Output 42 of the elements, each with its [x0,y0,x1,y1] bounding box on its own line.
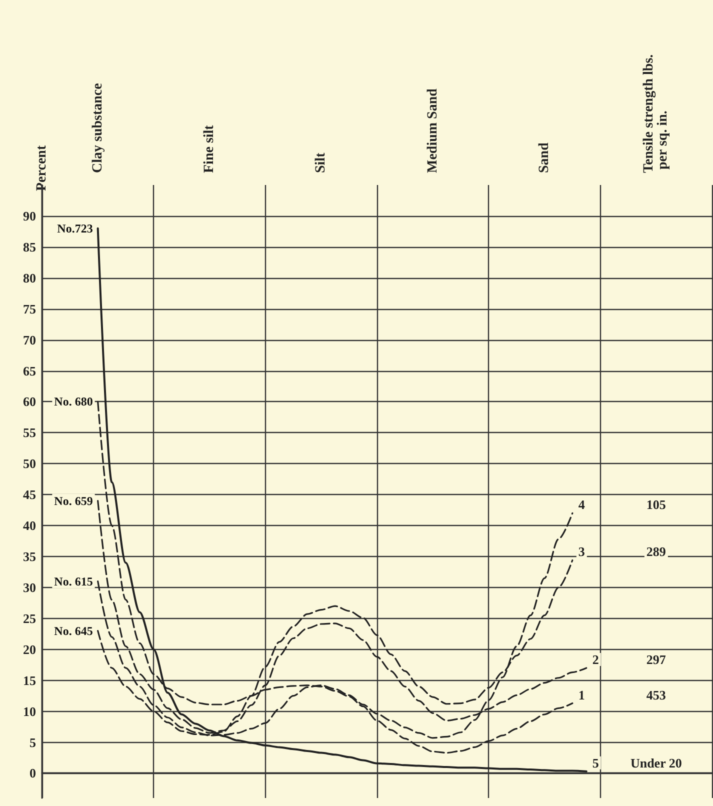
annotation: 453 [646,687,666,702]
y-tick-label: 15 [23,672,36,688]
y-axis-title: Percent [34,145,50,191]
series-label: No. 680 [54,394,93,409]
annotation: 289 [646,544,666,560]
y-tick-label: 10 [23,704,36,719]
y-tick-label: 80 [23,270,36,286]
y-tick-label: 5 [30,734,36,750]
annotation: 1 [578,687,585,702]
y-tick-label: 30 [23,580,36,595]
series-label: No. 659 [54,494,93,508]
x-tick-label: Sand [537,142,552,173]
y-tick-label: 60 [23,394,36,410]
x-tick-label: Fine silt [202,124,217,173]
y-tick-label: 65 [23,363,36,378]
y-tick-label: 40 [23,518,36,534]
annotation: 3 [578,544,586,560]
y-tick-label: 50 [23,456,36,472]
y-tick-label: 25 [23,610,36,626]
y-tick-label: 85 [23,239,36,254]
y-tick-label: 35 [23,549,36,564]
y-tick-label: 75 [23,301,36,316]
y-tick-label: 0 [30,766,36,781]
series-label: No. 645 [54,624,93,638]
line-series [96,227,588,772]
y-tick-label: 90 [23,208,36,224]
y-tick-label: 20 [23,642,36,657]
annotation: 105 [646,497,666,512]
series-label: No.723 [57,221,93,236]
annotation: 5 [592,755,600,770]
x-tick-label: Silt [314,152,329,173]
x-tick-label: Tensile strength lbs. per sq. in. [642,54,671,173]
annotation: 4 [578,497,586,512]
x-tick-label: Medium Sand [425,88,440,173]
x-tick-label: Clay substance [90,83,106,173]
y-tick-label: 70 [23,332,36,348]
annotation: Under 20 [630,755,682,770]
series-label: No. 615 [54,574,93,588]
y-tick-label: 45 [23,487,36,502]
y-tick-label: 55 [23,425,36,440]
annotation: 2 [592,652,599,667]
annotation: 297 [646,652,666,667]
